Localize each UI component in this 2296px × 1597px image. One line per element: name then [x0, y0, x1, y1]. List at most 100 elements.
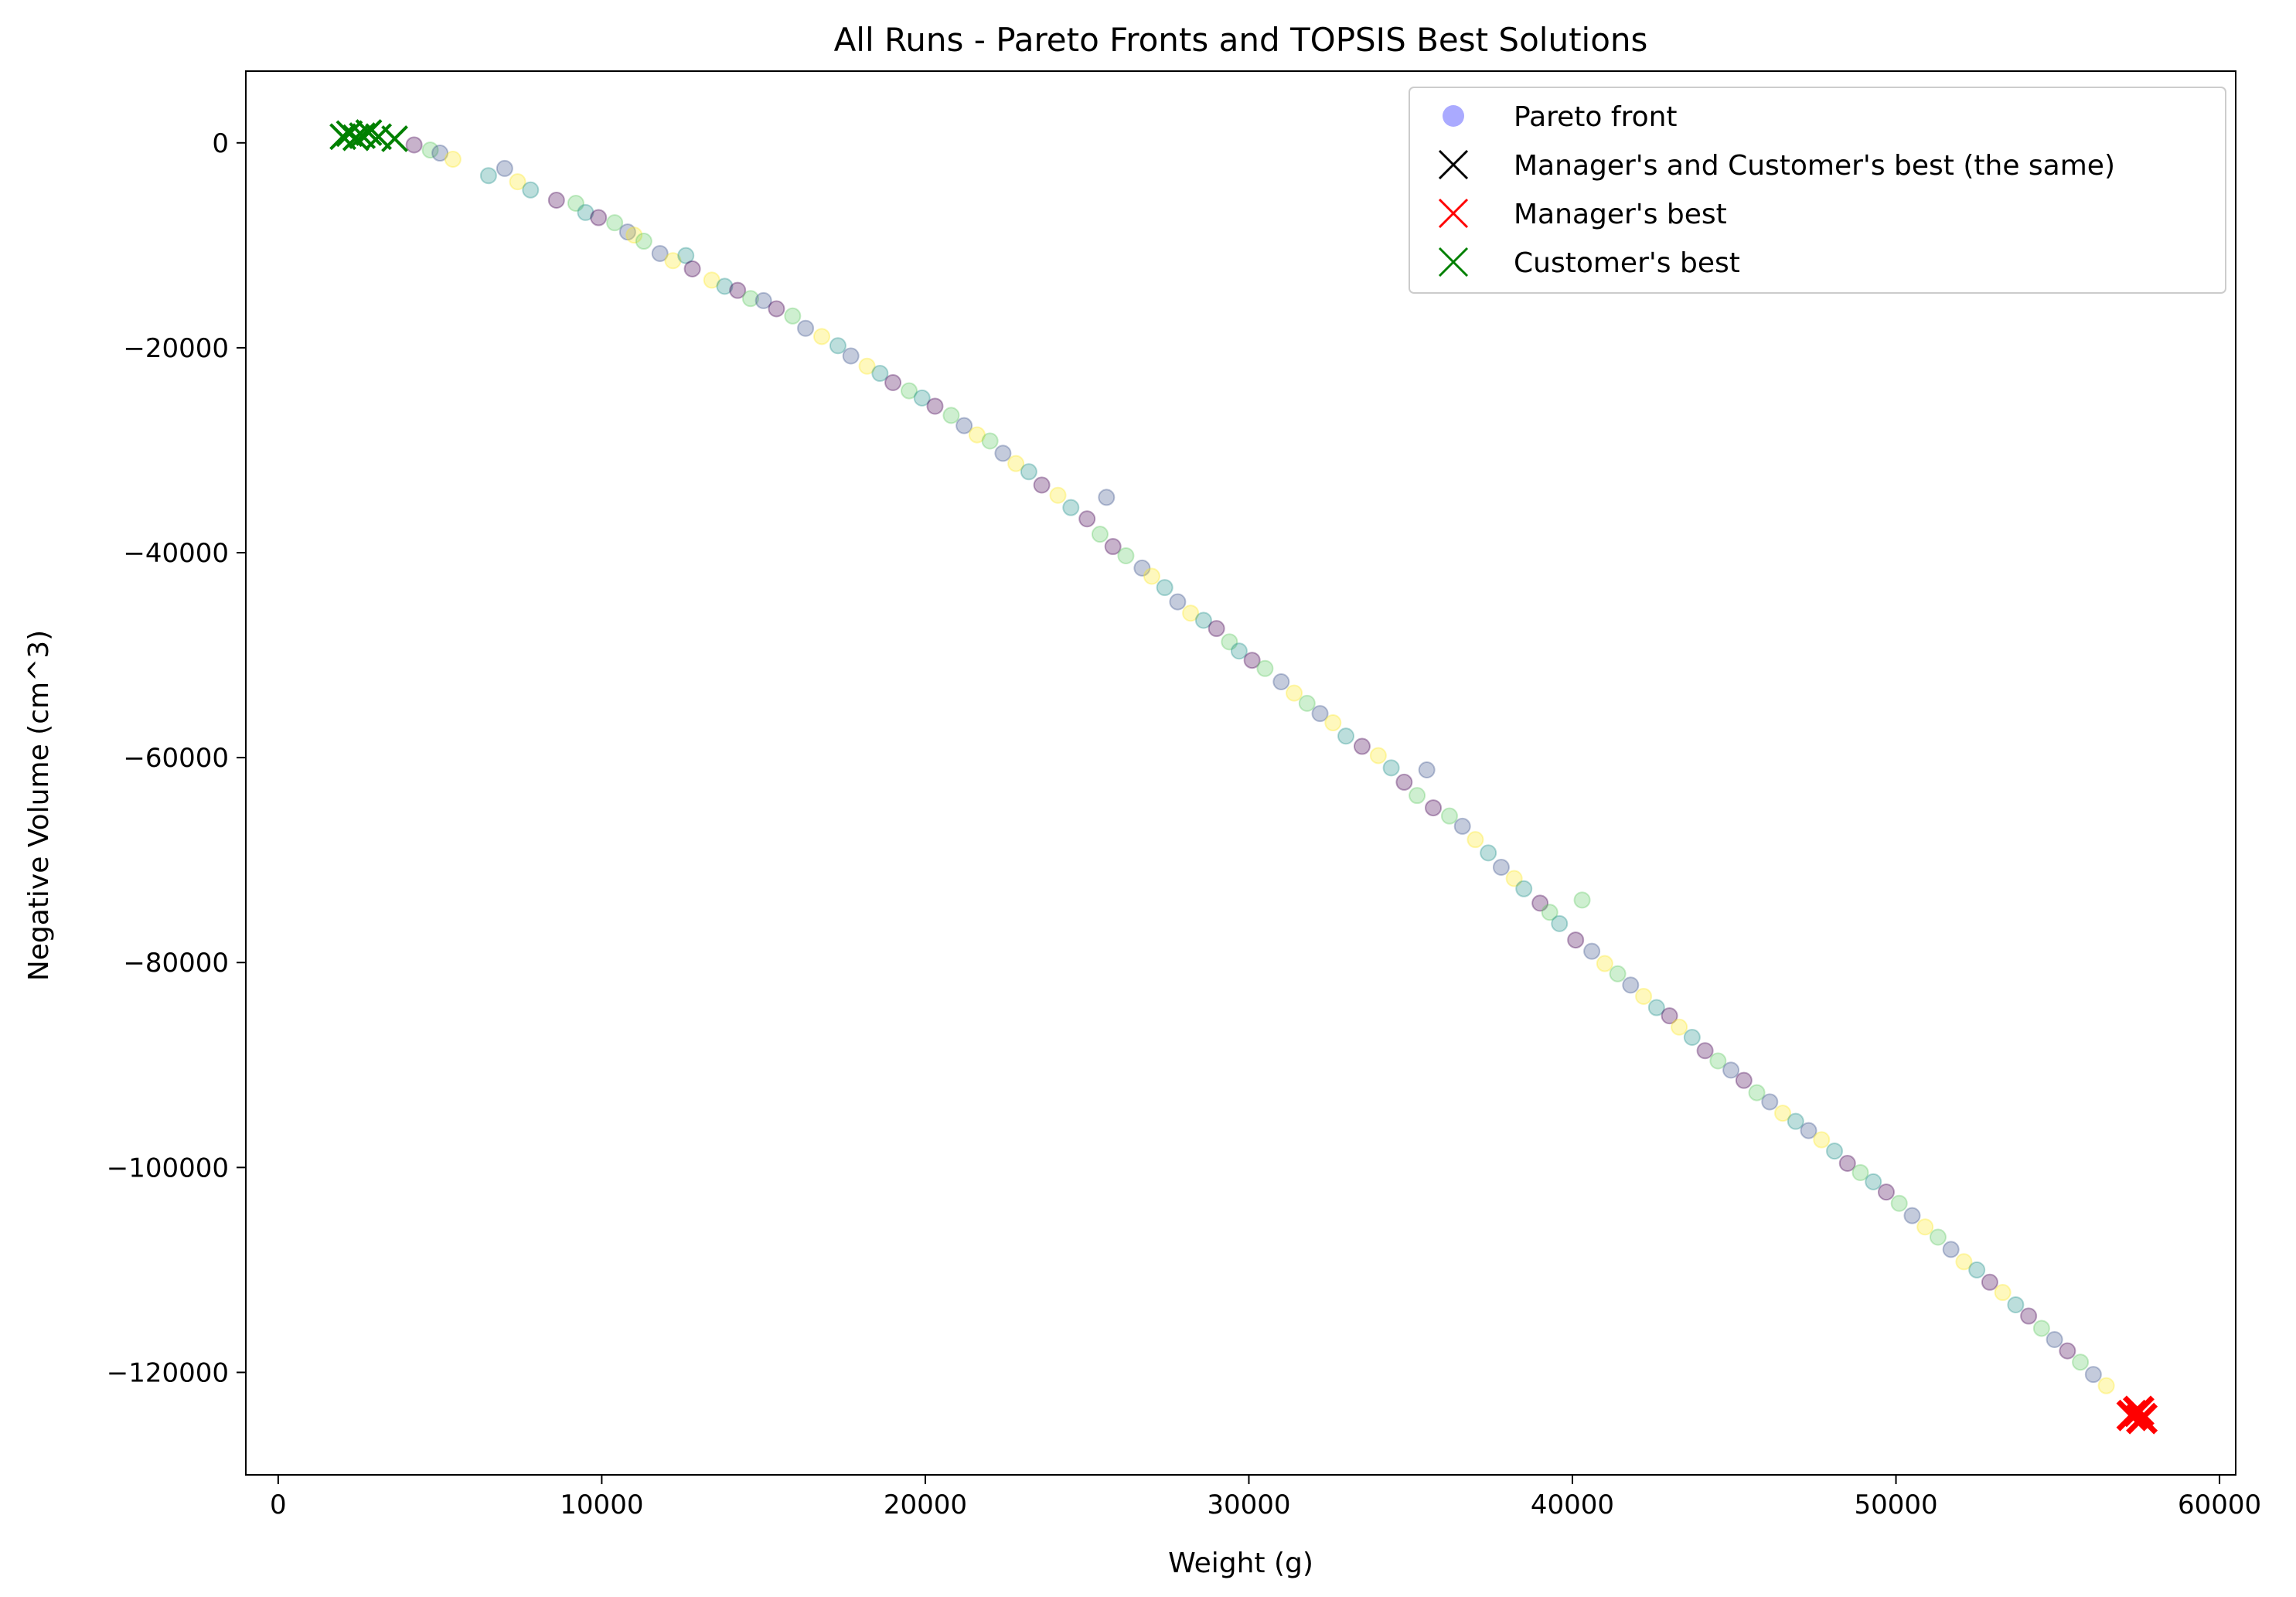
axes: 0 10000 20000 30000 40000 50000 60000 0 −20000 −4…: [107, 70, 2261, 1520]
pareto-point: [1492, 858, 1510, 876]
pareto-point: [1787, 1112, 1804, 1130]
pareto-point: [768, 300, 785, 318]
pareto-point: [1208, 620, 1225, 638]
pareto-point: [1395, 773, 1413, 791]
pareto-point: [1567, 931, 1585, 949]
pareto-point: [1813, 1131, 1831, 1149]
pareto-point: [994, 444, 1012, 462]
pareto-point: [1156, 579, 1174, 597]
customer-best-marker-stroke-b: [355, 119, 383, 146]
y-axis-label: Negative Volume (cm^3): [23, 630, 55, 981]
customer-best-marker-stroke-b: [336, 120, 363, 148]
legend-marker-x: [1438, 247, 1469, 278]
pareto-point: [479, 167, 497, 185]
pareto-point: [2059, 1342, 2076, 1360]
pareto-point: [1838, 1155, 1856, 1173]
pareto-point: [683, 260, 701, 278]
pareto-point: [1007, 455, 1025, 472]
pareto-point: [1916, 1218, 1934, 1236]
pareto-point: [1243, 652, 1261, 669]
pareto-point: [981, 432, 999, 450]
customer-best-marker-stroke-b: [365, 123, 393, 151]
x-tick-label: 60000: [2178, 1490, 2261, 1520]
pareto-point: [784, 307, 802, 325]
pareto-point: [884, 373, 902, 391]
legend-label: Manager's best: [1514, 199, 1727, 230]
pareto-point: [606, 214, 624, 232]
pareto-point: [677, 247, 695, 264]
pareto-point: [1272, 673, 1290, 691]
pareto-point: [755, 291, 772, 309]
pareto-point: [2046, 1331, 2063, 1349]
pareto-point: [1981, 1273, 1998, 1291]
pareto-point: [1994, 1284, 2012, 1302]
pareto-point: [703, 271, 720, 289]
pareto-point: [1709, 1052, 1727, 1070]
pareto-point: [2032, 1319, 2050, 1337]
pareto-point: [509, 173, 526, 191]
pareto-point: [1661, 1007, 1678, 1025]
pareto-point: [1851, 1163, 1869, 1181]
pareto-point: [1117, 547, 1135, 564]
pareto-point: [1194, 611, 1212, 629]
pareto-point: [1505, 870, 1523, 887]
y-tick-label: −40000: [123, 538, 229, 569]
pareto-point: [2020, 1307, 2038, 1325]
pareto-point: [926, 397, 944, 415]
pareto-point: [1169, 593, 1187, 611]
legend-label: Customer's best: [1514, 247, 1740, 279]
pareto-point: [1761, 1093, 1779, 1111]
legend: Pareto front Manager's and Customer's bes…: [1409, 87, 2226, 294]
pareto-point: [1596, 955, 1613, 972]
legend-marker-x-stroke-b: [1438, 198, 1469, 229]
pareto-point: [496, 159, 513, 177]
pareto-point: [1865, 1173, 1882, 1190]
legend-marker-x-stroke-b: [1438, 149, 1469, 180]
pareto-point: [1683, 1028, 1701, 1046]
x-tick-label: 40000: [1531, 1490, 1614, 1520]
legend-marker-circle: [1443, 105, 1464, 127]
pareto-point: [1221, 633, 1238, 651]
manager-best-marker-stroke-b: [2122, 1395, 2155, 1428]
pareto-point: [1541, 904, 1558, 921]
pareto-point: [1609, 965, 1627, 982]
pareto-point: [1182, 604, 1200, 622]
pareto-point: [1337, 727, 1355, 745]
legend-marker-x: [1438, 198, 1469, 229]
legend-marker-x: [1438, 149, 1469, 180]
pareto-point: [444, 150, 462, 168]
customer-best-marker-stroke-b: [329, 123, 356, 151]
pareto-point: [1722, 1061, 1740, 1079]
pareto-point: [956, 417, 973, 434]
x-tick-label: 30000: [1207, 1490, 1290, 1520]
pareto-point: [664, 252, 682, 270]
pareto-point: [1903, 1207, 1921, 1224]
customer-best-marker: [381, 125, 408, 152]
pareto-point: [1143, 567, 1160, 585]
pareto-point: [913, 389, 931, 407]
pareto-point: [1353, 737, 1371, 755]
pareto-point: [1635, 987, 1653, 1005]
pareto-point: [1531, 894, 1549, 912]
y-tick-label: −80000: [123, 948, 229, 979]
pareto-point: [1091, 526, 1109, 543]
pareto-point: [431, 145, 449, 162]
pareto-point: [942, 407, 960, 424]
legend-box: [1409, 87, 2226, 294]
pareto-point: [716, 278, 734, 295]
pareto-point: [1311, 705, 1329, 723]
pareto-point: [1515, 880, 1533, 897]
pareto-point: [1425, 799, 1443, 817]
customer-best-marker-stroke-b: [381, 125, 408, 152]
pareto-point: [2072, 1354, 2090, 1371]
y-tick-label: 0: [212, 128, 229, 159]
pareto-point: [842, 347, 860, 365]
pareto-point: [1826, 1142, 1844, 1160]
pareto-point: [2097, 1377, 2115, 1394]
pareto-point: [625, 226, 643, 244]
pareto-point: [1418, 761, 1436, 779]
pareto-point: [577, 203, 594, 221]
pareto-point: [1671, 1018, 1688, 1036]
pareto-point: [1955, 1253, 1973, 1271]
